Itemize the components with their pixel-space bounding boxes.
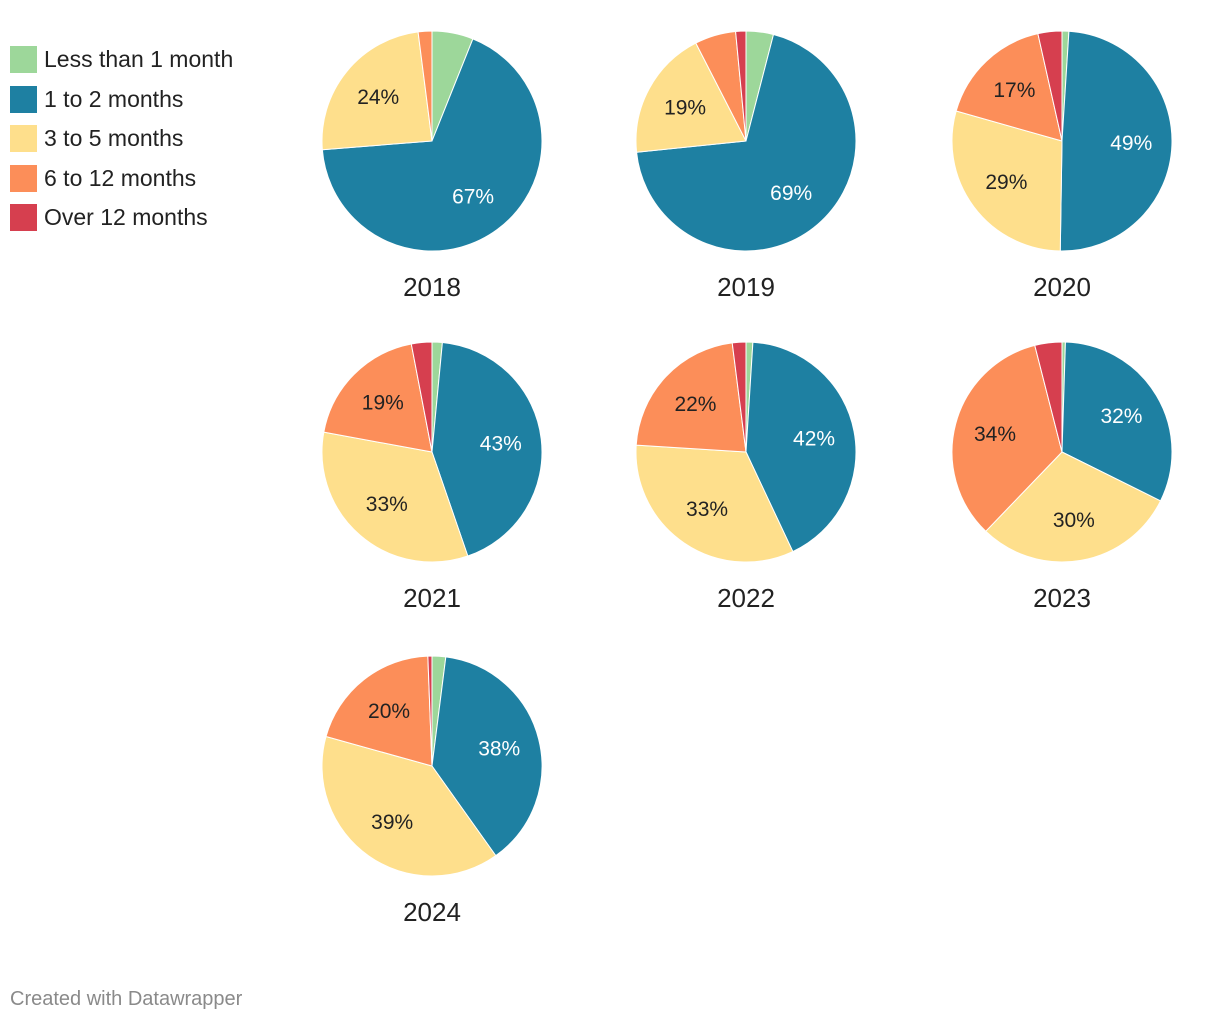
pie-slice-label: 19%: [664, 96, 706, 119]
legend-label: 3 to 5 months: [44, 125, 184, 152]
legend-label: 6 to 12 months: [44, 164, 197, 191]
pie-slice-label: 38%: [478, 738, 520, 761]
pie-slice: [427, 655, 433, 767]
pie-slice: [955, 33, 1063, 142]
legend-swatch: [10, 204, 37, 232]
legend-swatch: [10, 85, 37, 113]
legend-label: Over 12 months: [44, 204, 208, 231]
pie-slice-label: 49%: [1110, 132, 1152, 155]
pie-2020: 49% 29% 17% 2020: [951, 30, 1173, 302]
pie-slice: [321, 736, 497, 877]
pie-slice: [321, 38, 543, 252]
pie-2023: 32% 30% 34% 2023: [951, 341, 1173, 613]
pie-slice: [951, 110, 1063, 252]
pie-slice: [1037, 30, 1063, 142]
pie-slice: [1034, 341, 1063, 453]
footer-credit: Created with Datawrapper: [10, 988, 243, 1010]
legend-item-3-to-5-months: 3 to 5 months: [10, 119, 233, 159]
pie-2019: 69% 19% 2019: [635, 30, 857, 302]
pie-slice-label: 39%: [371, 811, 413, 834]
pie-slice: [417, 30, 433, 142]
pie-slice-label: 42%: [793, 428, 835, 451]
pie-slice-label: 24%: [357, 86, 399, 109]
pie-slice: [325, 655, 433, 767]
pie-year-label: 2020: [1033, 272, 1091, 302]
pie-slice-label: 22%: [674, 393, 716, 416]
pie-year-label: 2024: [403, 897, 461, 927]
pie-slice: [951, 344, 1063, 532]
pie-slice: [635, 342, 747, 453]
legend-item-less-than-1-month: Less than 1 month: [10, 40, 233, 80]
pie-slice: [431, 656, 543, 857]
pie-slice: [1061, 341, 1173, 502]
pie-slice: [735, 30, 747, 142]
pie-slice: [410, 341, 433, 453]
pie-slice: [745, 341, 857, 553]
pie-slice-label: 17%: [993, 79, 1035, 102]
pie-2018: 67% 24% 2018: [321, 30, 543, 302]
pie-slice-label: 33%: [366, 493, 408, 516]
pie-slice: [731, 341, 747, 453]
pie-2021: 43% 33% 19% 2021: [321, 341, 543, 613]
legend-swatch: [10, 164, 37, 192]
legend-swatch: [10, 46, 37, 74]
legend-item-6-to-12-months: 6 to 12 months: [10, 159, 233, 199]
pie-year-label: 2021: [403, 583, 461, 613]
pie-slice-label: 43%: [480, 432, 522, 455]
pie-2024: 38% 39% 20% 2024: [321, 655, 543, 927]
pie-year-label: 2019: [717, 272, 775, 302]
pie-slice: [431, 341, 543, 557]
pie-2022: 42% 33% 22% 2022: [635, 341, 857, 613]
pie-slice: [321, 431, 469, 563]
legend-label: Less than 1 month: [44, 46, 234, 73]
pie-year-label: 2018: [403, 272, 461, 302]
legend-label: 1 to 2 months: [44, 85, 184, 112]
pie-slice-label: 20%: [368, 700, 410, 723]
pie-slice: [635, 444, 794, 563]
pie-slice: [323, 343, 433, 453]
pie-slice: [321, 31, 433, 151]
pie-year-label: 2023: [1033, 583, 1091, 613]
pie-slice: [1059, 30, 1173, 252]
legend: Less than 1 month 1 to 2 months 3 to 5 m…: [10, 40, 233, 238]
pie-slice-label: 67%: [452, 185, 494, 208]
pie-slice: [635, 42, 747, 153]
pie-slice-label: 34%: [974, 423, 1016, 446]
legend-swatch: [10, 125, 37, 153]
pie-slice-label: 69%: [770, 182, 812, 205]
pie-slice-label: 32%: [1100, 405, 1142, 428]
pie-slice: [636, 33, 857, 252]
pie-slice-label: 19%: [362, 392, 404, 415]
pie-slice-label: 29%: [985, 171, 1027, 194]
pie-year-label: 2022: [717, 583, 775, 613]
pie-slice-label: 30%: [1053, 509, 1095, 532]
pie-slice-label: 33%: [686, 498, 728, 521]
legend-item-over-12-months: Over 12 months: [10, 198, 233, 238]
pie-slice: [985, 451, 1162, 563]
legend-item-1-to-2-months: 1 to 2 months: [10, 80, 233, 120]
